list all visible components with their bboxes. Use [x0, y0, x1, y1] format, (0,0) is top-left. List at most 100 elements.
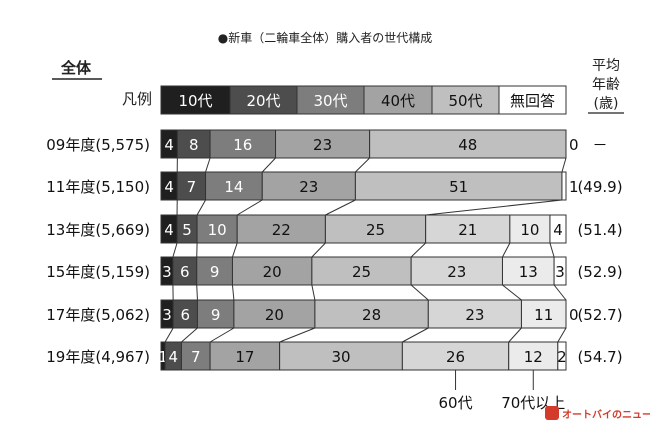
legend-item-5: 無回答 — [498, 85, 567, 115]
data-label-series-7-row-3: 3 — [555, 263, 565, 281]
data-label-series-4-row-1: 51 — [449, 178, 468, 196]
data-label-series-1-row-3: 6 — [180, 263, 190, 281]
bar-series-4-row-3 — [311, 256, 412, 286]
avg-age-value-2: (51.4) — [577, 221, 622, 239]
avg-age-value-1: (49.9) — [577, 178, 622, 196]
data-label-series-0-row-1: 4 — [164, 178, 174, 196]
connector-line-2-4 — [311, 242, 326, 258]
legend-text-5: 無回答 — [510, 92, 555, 110]
bar-series-3-row-1 — [261, 171, 356, 201]
connector-line-2-1 — [172, 242, 178, 258]
data-label-series-4-row-0: 48 — [458, 136, 477, 154]
legend-item-3: 40代 — [363, 85, 433, 115]
legend-text-4: 50代 — [448, 92, 482, 110]
bar-series-5-row-3 — [410, 256, 503, 286]
bar-row-1: 11年度(5,150) 4 7 14 23 51 1(49.9) — [46, 171, 623, 201]
bar-series-7-row-3 — [553, 256, 567, 286]
bar-series-7-row-2 — [549, 214, 567, 244]
data-label-series-1-row-4: 6 — [181, 306, 191, 324]
watermark-logo — [545, 406, 559, 420]
data-label-series-6-row-2: 10 — [520, 221, 539, 239]
avg-age-header-line-3: (歳) — [594, 96, 619, 112]
bar-series-2-row-2 — [196, 214, 238, 244]
connector-line-4-6 — [508, 327, 522, 343]
group-label-text: 全体 — [60, 59, 92, 77]
legend-text-2: 30代 — [313, 92, 347, 110]
connector-line-3-2 — [196, 284, 198, 301]
bar-series-3-row-3 — [231, 256, 313, 286]
data-label-series-2-row-1: 14 — [224, 178, 243, 196]
bar-row-2: 13年度(5,669) 4 5 10 22 25 21 10 4 (51.4) — [46, 214, 623, 244]
legend-item-4: 50代 — [431, 85, 500, 115]
connector-line-3-7 — [553, 284, 567, 301]
category-label-5: 19年度(4,967) — [46, 348, 150, 366]
data-label-series-7-row-2: 4 — [553, 221, 563, 239]
bar-series-6-row-3 — [501, 256, 555, 286]
data-label-series-3-row-3: 20 — [263, 263, 282, 281]
watermark: オートバイのニュース — [545, 406, 650, 421]
data-label-series-7-row-1: 1 — [569, 178, 579, 196]
data-label-series-6-row-3: 13 — [519, 263, 538, 281]
bar-series-1-row-1 — [176, 171, 207, 201]
legend-item-1: 20代 — [229, 85, 298, 115]
connector-line-4-3 — [209, 327, 235, 343]
connector-line-0-2 — [205, 157, 211, 173]
bar-series-6-row-2 — [509, 214, 551, 244]
data-label-series-2-row-4: 9 — [211, 306, 221, 324]
connector-line-4-4 — [279, 327, 316, 343]
chart-title: ●新車（二輪車全体）購入者の世代構成 — [218, 30, 432, 45]
data-label-series-7-row-4: 0 — [569, 306, 579, 324]
data-label-series-0-row-0: 4 — [164, 136, 174, 154]
callouts: 60代 70代以上 — [438, 370, 565, 412]
legend-text-3: 40代 — [381, 92, 415, 110]
bar-series-4-row-0 — [369, 129, 567, 159]
bar-series-1-row-4 — [172, 299, 198, 329]
bar-series-4-row-1 — [354, 171, 563, 201]
connector-line-1-3 — [236, 199, 263, 216]
connector-line-4-7 — [557, 327, 567, 343]
category-label-0: 09年度(5,575) — [46, 136, 150, 154]
bar-series-3-row-5 — [209, 341, 281, 371]
bar-row-3: 15年度(5,159) 3 6 9 20 25 23 13 3 (52.9) — [46, 256, 623, 286]
legend-swatch-5 — [498, 85, 567, 115]
data-label-series-1-row-2: 5 — [182, 221, 192, 239]
avg-age-header-line-2: 年齢 — [592, 77, 620, 93]
category-label-4: 17年度(5,062) — [46, 306, 150, 324]
connector-line-1-5 — [425, 199, 563, 216]
data-label-series-3-row-0: 23 — [313, 136, 332, 154]
callout-label-0: 60代 — [438, 394, 472, 412]
data-label-series-0-row-2: 4 — [164, 221, 174, 239]
bar-series-4-row-2 — [324, 214, 427, 244]
avg-age-value-3: (52.9) — [577, 263, 622, 281]
connector-line-3-4 — [311, 284, 316, 301]
bar-series-5-row-4 — [427, 299, 522, 329]
data-label-series-1-row-0: 8 — [189, 136, 199, 154]
bar-series-2-row-3 — [196, 256, 233, 286]
data-label-series-2-row-0: 16 — [233, 136, 252, 154]
group-label: 全体 — [52, 59, 102, 80]
bar-series-3-row-4 — [233, 299, 316, 329]
data-label-series-2-row-3: 9 — [210, 263, 220, 281]
bars: 09年度(5,575) 4 8 16 23 48 0 －11年度(5,150) 4 7 14 23 51… — [46, 129, 623, 371]
connector-line-2-5 — [410, 242, 427, 258]
bar-series-7-row-1 — [561, 171, 567, 201]
data-label-series-1-row-5: 4 — [168, 348, 178, 366]
bar-series-6-row-5 — [508, 341, 559, 371]
data-label-series-3-row-1: 23 — [299, 178, 318, 196]
data-label-series-5-row-2: 21 — [458, 221, 477, 239]
legend-item-2: 30代 — [296, 85, 365, 115]
legend-item-0: 10代 — [160, 85, 231, 115]
bar-series-1-row-0 — [176, 129, 211, 159]
data-label-series-7-row-5: 2 — [557, 348, 567, 366]
bar-series-3-row-0 — [275, 129, 371, 159]
legend-label: 凡例 — [122, 90, 152, 108]
data-label-series-3-row-4: 20 — [265, 306, 284, 324]
data-label-series-4-row-2: 25 — [366, 221, 385, 239]
connector-line-0-5 — [561, 157, 567, 173]
avg-age-header: 平均 年齢 (歳) — [588, 58, 624, 114]
connector-line-4-5 — [402, 327, 429, 343]
category-label-2: 13年度(5,669) — [46, 221, 150, 239]
legend: 10代 20代 30代 40代 50代 無回答 — [160, 85, 567, 115]
data-label-series-3-row-5: 17 — [235, 348, 254, 366]
